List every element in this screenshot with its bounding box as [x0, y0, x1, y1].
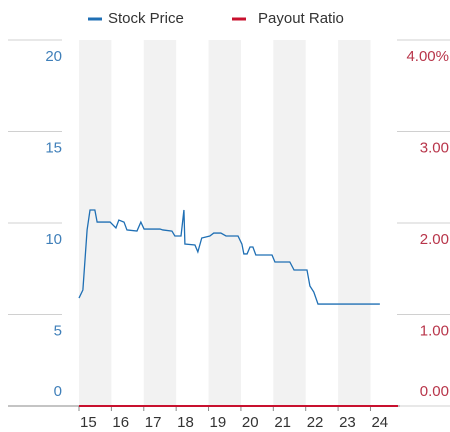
y-tick-label: 20	[45, 48, 62, 65]
y2-tick-label: 3.00	[420, 139, 449, 156]
x-tick-label: 17	[145, 414, 162, 431]
x-tick-label: 22	[307, 414, 324, 431]
y-tick-label: 10	[45, 231, 62, 248]
x-tick-label: 24	[371, 414, 388, 431]
x-tick-label: 15	[80, 414, 97, 431]
y2-tick-label: 0.00	[420, 383, 449, 400]
year-band	[79, 40, 112, 406]
x-tick-label: 19	[210, 414, 227, 431]
x-tick-label: 18	[177, 414, 194, 431]
year-band	[208, 40, 241, 406]
y-tick-label: 0	[54, 383, 62, 400]
y2-tick-label: 1.00	[420, 322, 449, 339]
y2-tick-label: 2.00	[420, 231, 449, 248]
legend-label: Payout Ratio	[258, 10, 344, 27]
x-tick-label: 16	[112, 414, 129, 431]
year-band	[273, 40, 306, 406]
y-tick-label: 15	[45, 139, 62, 156]
x-tick-label: 23	[339, 414, 356, 431]
y-tick-label: 5	[54, 322, 62, 339]
year-band	[338, 40, 371, 406]
year-band	[143, 40, 177, 406]
x-tick-label: 20	[242, 414, 259, 431]
x-tick-label: 21	[274, 414, 291, 431]
legend-label: Stock Price	[108, 10, 184, 27]
series-line	[78, 209, 380, 305]
y2-tick-label: 4.00%	[406, 48, 449, 65]
